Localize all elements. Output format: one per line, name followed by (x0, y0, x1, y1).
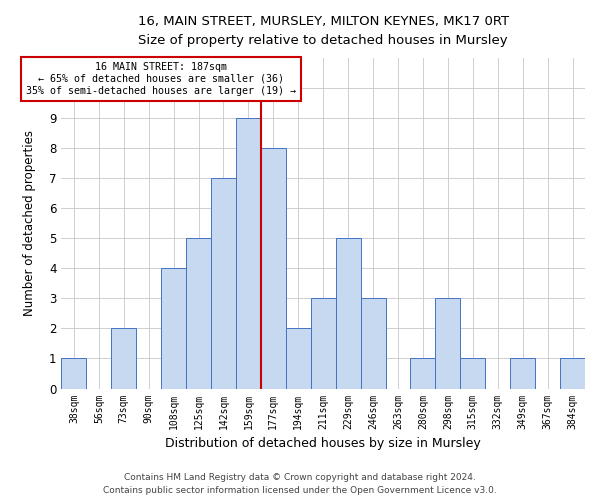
Bar (460, 358, 485, 388)
Bar (361, 298, 386, 388)
Bar (410, 358, 436, 388)
Bar (61, 358, 86, 388)
Bar (161, 268, 186, 388)
Bar (311, 298, 335, 388)
Bar (335, 238, 361, 388)
Text: Contains HM Land Registry data © Crown copyright and database right 2024.
Contai: Contains HM Land Registry data © Crown c… (103, 474, 497, 495)
Bar (510, 358, 535, 388)
Y-axis label: Number of detached properties: Number of detached properties (23, 130, 36, 316)
Bar (236, 118, 261, 388)
Bar (186, 238, 211, 388)
Bar (211, 178, 236, 388)
Bar (560, 358, 585, 388)
Bar (111, 328, 136, 388)
X-axis label: Distribution of detached houses by size in Mursley: Distribution of detached houses by size … (166, 437, 481, 450)
Bar (261, 148, 286, 388)
Bar (436, 298, 460, 388)
Title: 16, MAIN STREET, MURSLEY, MILTON KEYNES, MK17 0RT
Size of property relative to d: 16, MAIN STREET, MURSLEY, MILTON KEYNES,… (137, 15, 509, 47)
Text: 16 MAIN STREET: 187sqm
← 65% of detached houses are smaller (36)
35% of semi-det: 16 MAIN STREET: 187sqm ← 65% of detached… (26, 62, 296, 96)
Bar (286, 328, 311, 388)
